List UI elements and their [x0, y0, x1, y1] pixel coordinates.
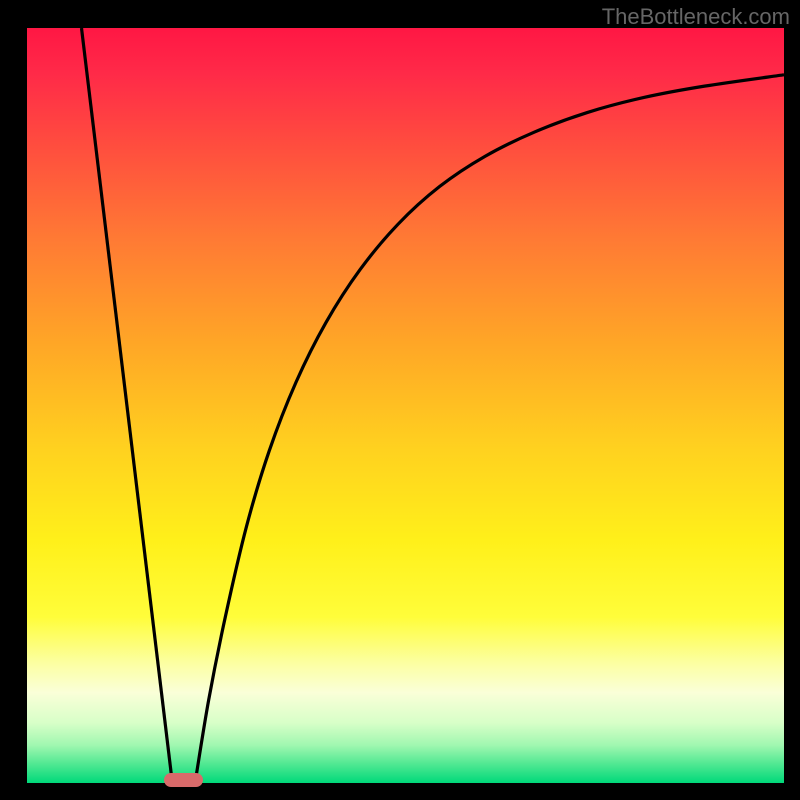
minimum-marker: [164, 773, 203, 787]
chart-container: TheBottleneck.com: [0, 0, 800, 800]
plot-area: [27, 28, 784, 783]
bottleneck-curve: [27, 28, 784, 783]
watermark-text: TheBottleneck.com: [602, 4, 790, 30]
